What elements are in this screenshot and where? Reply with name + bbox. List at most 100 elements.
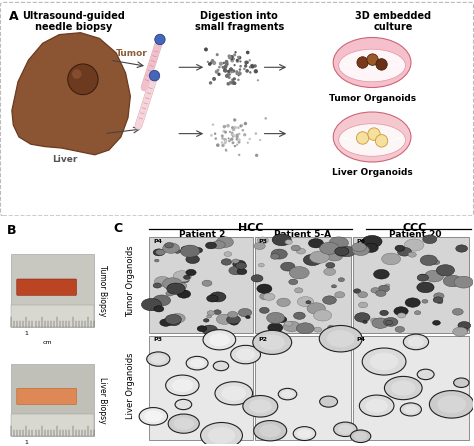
Circle shape (231, 345, 261, 364)
Circle shape (461, 328, 468, 332)
Circle shape (207, 61, 209, 63)
Circle shape (271, 249, 287, 259)
Circle shape (357, 57, 368, 68)
Circle shape (223, 66, 226, 70)
Circle shape (425, 270, 444, 282)
Circle shape (210, 134, 213, 136)
Circle shape (417, 282, 434, 293)
Bar (11, 364, 94, 436)
Circle shape (214, 132, 216, 135)
Circle shape (228, 140, 231, 142)
Circle shape (190, 359, 204, 368)
Circle shape (362, 348, 406, 375)
Circle shape (303, 254, 322, 265)
Circle shape (236, 138, 238, 140)
Circle shape (423, 235, 437, 244)
Circle shape (221, 141, 223, 144)
Circle shape (238, 309, 252, 317)
Circle shape (254, 421, 287, 441)
Circle shape (356, 132, 369, 144)
Circle shape (378, 285, 390, 292)
Circle shape (231, 126, 234, 129)
Circle shape (363, 321, 367, 323)
Circle shape (326, 262, 335, 268)
Circle shape (408, 252, 416, 257)
Circle shape (218, 73, 221, 76)
Circle shape (249, 71, 252, 74)
Circle shape (259, 424, 281, 438)
Circle shape (372, 318, 389, 328)
Circle shape (230, 59, 234, 62)
Circle shape (224, 131, 227, 134)
Circle shape (237, 78, 240, 81)
Circle shape (395, 326, 405, 332)
Circle shape (376, 290, 386, 297)
Circle shape (255, 154, 258, 157)
Circle shape (218, 66, 221, 68)
Text: P3: P3 (153, 337, 162, 343)
Circle shape (212, 61, 216, 65)
Circle shape (437, 396, 466, 413)
Circle shape (249, 66, 251, 68)
Circle shape (219, 62, 223, 66)
Circle shape (338, 278, 345, 281)
Circle shape (155, 277, 170, 286)
Circle shape (180, 277, 189, 283)
Text: Digestion into
small fragments: Digestion into small fragments (195, 11, 284, 32)
Circle shape (149, 70, 160, 81)
Circle shape (207, 315, 211, 318)
Bar (11, 254, 94, 326)
Circle shape (417, 369, 434, 380)
Circle shape (260, 334, 285, 350)
Circle shape (245, 69, 249, 73)
Circle shape (236, 349, 255, 360)
Circle shape (155, 249, 165, 255)
Text: A: A (9, 10, 18, 23)
Circle shape (153, 249, 164, 256)
Circle shape (394, 307, 408, 316)
Circle shape (234, 64, 236, 66)
Circle shape (233, 260, 246, 268)
Circle shape (174, 249, 181, 253)
Circle shape (245, 61, 248, 64)
Circle shape (202, 280, 212, 286)
Circle shape (236, 59, 238, 62)
Circle shape (186, 356, 208, 370)
Circle shape (223, 138, 227, 141)
Circle shape (434, 293, 444, 299)
Circle shape (168, 414, 199, 433)
Text: Liver: Liver (52, 155, 78, 164)
Circle shape (224, 252, 232, 256)
Circle shape (229, 266, 243, 275)
Circle shape (231, 78, 234, 81)
Circle shape (245, 64, 247, 66)
Circle shape (383, 318, 398, 326)
Circle shape (335, 247, 349, 256)
Circle shape (248, 59, 251, 62)
Circle shape (309, 239, 323, 248)
Circle shape (364, 244, 378, 252)
Circle shape (429, 391, 474, 418)
Circle shape (207, 295, 218, 302)
Circle shape (224, 141, 227, 145)
Text: 1: 1 (24, 440, 28, 445)
Circle shape (327, 330, 355, 347)
Circle shape (339, 246, 356, 256)
Text: P2: P2 (259, 337, 268, 343)
Circle shape (238, 132, 240, 135)
Circle shape (215, 382, 253, 405)
Circle shape (232, 128, 234, 131)
Circle shape (454, 276, 473, 288)
Circle shape (226, 124, 230, 128)
Circle shape (281, 262, 295, 271)
Ellipse shape (333, 37, 411, 87)
Circle shape (225, 64, 228, 67)
Circle shape (404, 239, 424, 251)
Circle shape (227, 74, 229, 76)
Text: Tumor Organoids: Tumor Organoids (328, 94, 416, 103)
Circle shape (337, 425, 353, 434)
Text: 1: 1 (24, 331, 28, 336)
Circle shape (358, 292, 368, 298)
Circle shape (170, 314, 185, 323)
Circle shape (207, 311, 215, 315)
